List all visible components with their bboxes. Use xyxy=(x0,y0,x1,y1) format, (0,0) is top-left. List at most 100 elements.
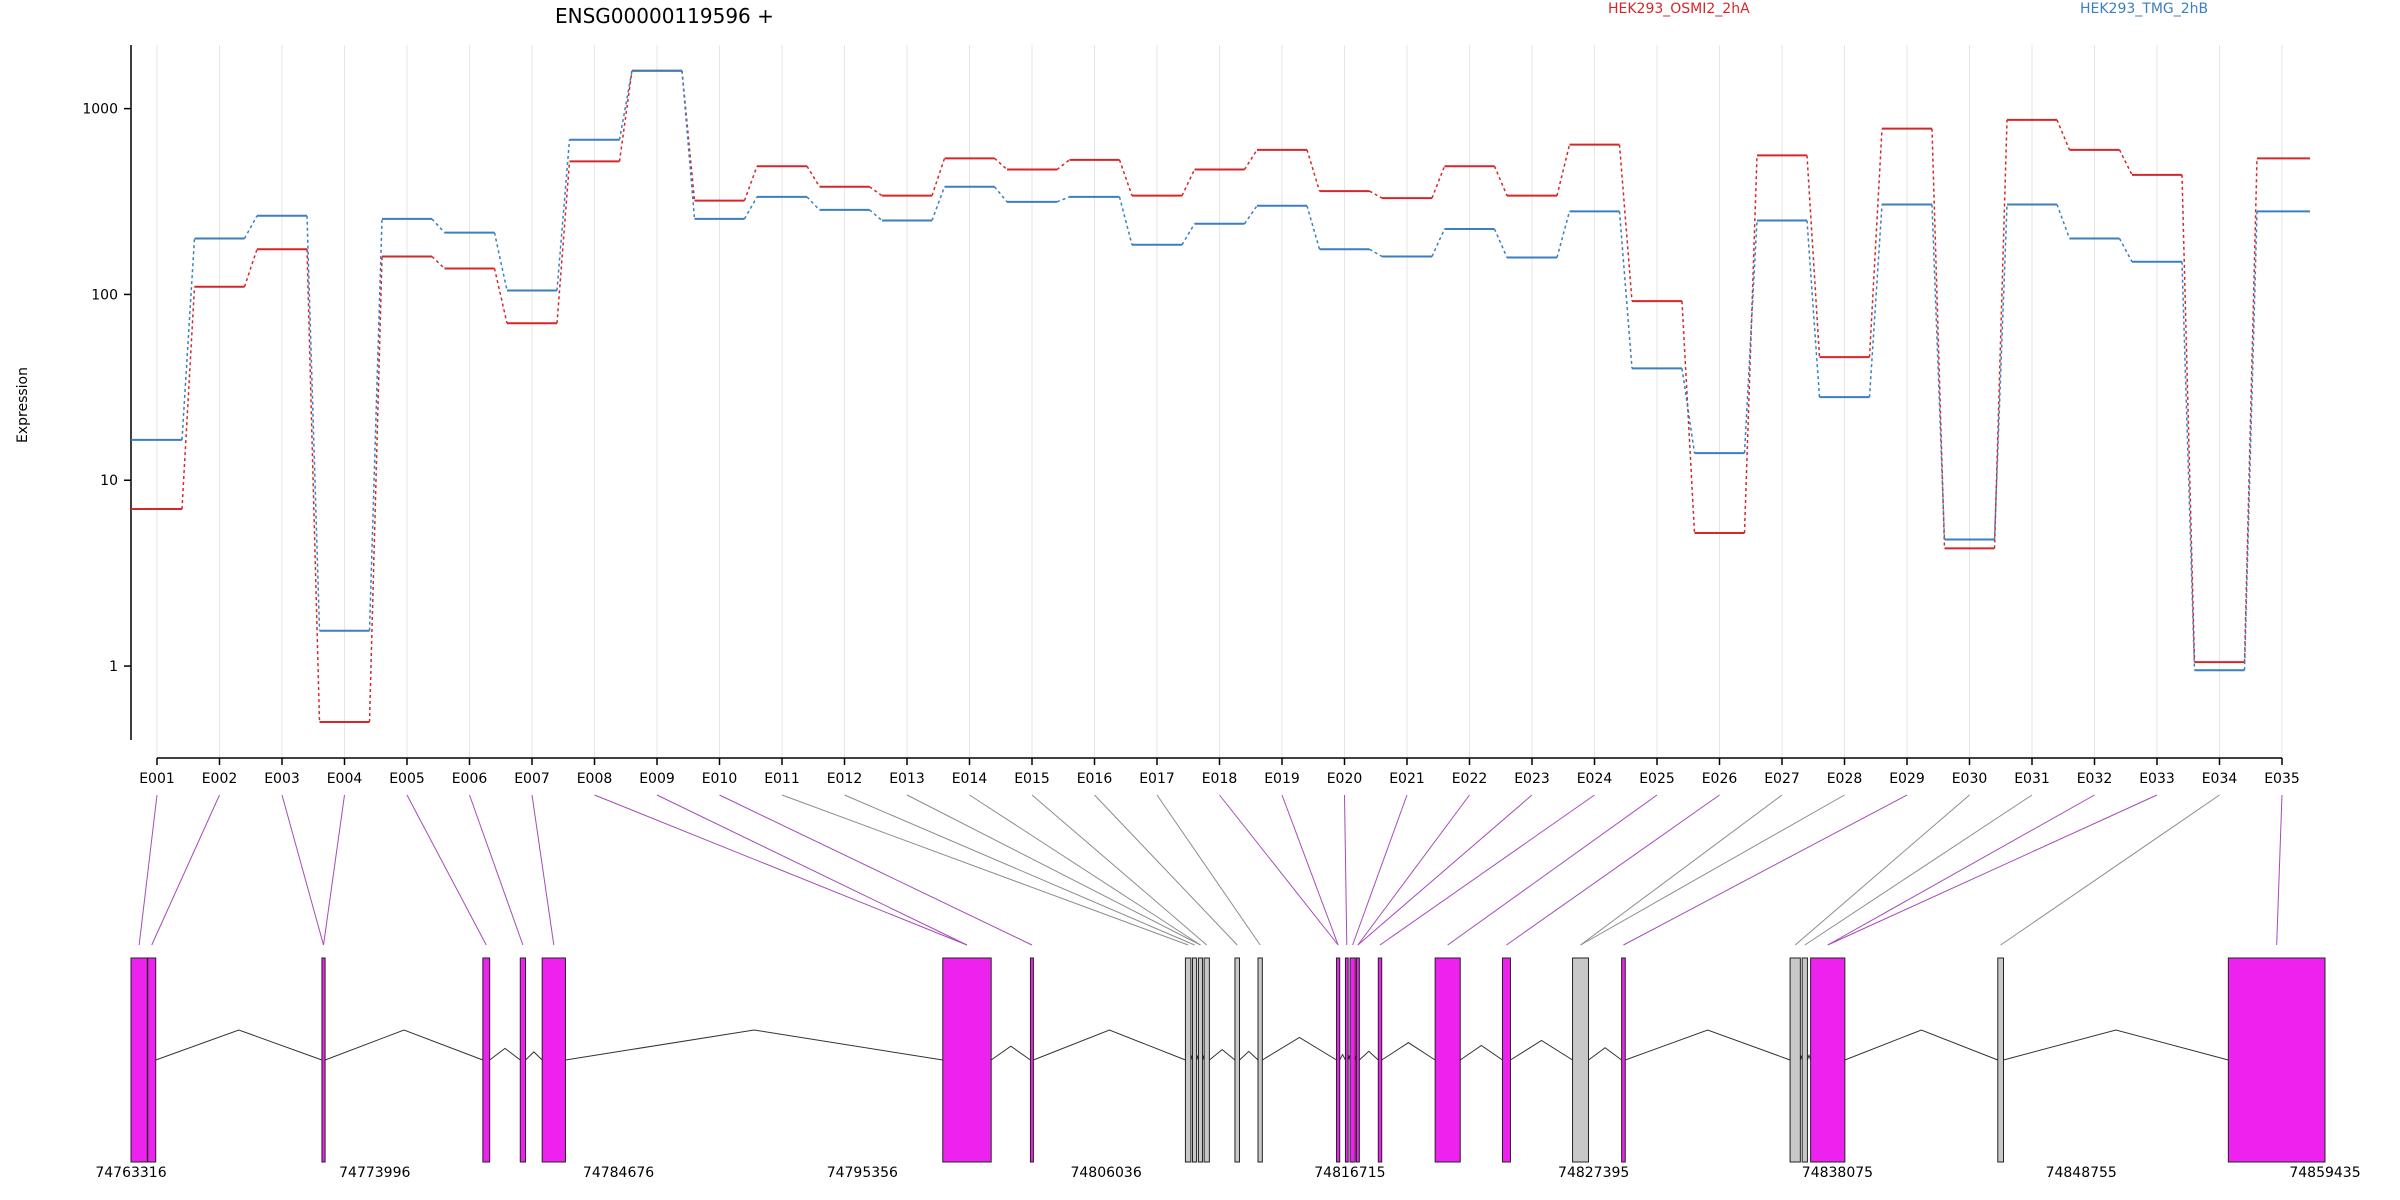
exon-connector-e009 xyxy=(656,794,968,946)
y-tick-label: 1 xyxy=(109,659,118,675)
step-connector xyxy=(869,186,883,197)
exon-connector-e030 xyxy=(1794,794,1970,946)
step-connector xyxy=(1181,223,1196,246)
step-connector xyxy=(181,286,196,510)
step-connector xyxy=(993,186,1008,203)
step-connector xyxy=(1556,144,1571,196)
step-connector xyxy=(1993,204,2008,540)
exon-connector-e033 xyxy=(1827,794,2158,946)
intron xyxy=(565,1029,943,1061)
step-connector xyxy=(1056,196,1070,203)
intron xyxy=(1033,1029,1186,1061)
exon xyxy=(1184,957,1192,1163)
step-connector xyxy=(743,165,758,201)
step-connector xyxy=(1743,220,1758,454)
x-tick-label-e017: E017 xyxy=(1139,771,1175,787)
step-connector xyxy=(306,215,321,631)
step-connector xyxy=(681,70,696,201)
coordinate-label: 74859435 xyxy=(2289,1165,2360,1181)
exon-connector-e025 xyxy=(1447,794,1658,946)
exon-connector-e021 xyxy=(1352,794,1408,946)
step-connector xyxy=(243,249,258,287)
x-tick-label-e027: E027 xyxy=(1764,771,1800,787)
step-connector xyxy=(493,232,508,291)
exon-connector-e004 xyxy=(323,794,345,946)
x-tick-label-e019: E019 xyxy=(1264,771,1300,787)
step-connector xyxy=(1931,128,1946,549)
exon-highlighted xyxy=(1810,957,1846,1163)
exon-connector-e028 xyxy=(1580,794,1845,946)
x-tick-label-e035: E035 xyxy=(2264,771,2300,787)
x-tick-label-e031: E031 xyxy=(2014,771,2050,787)
step-connector xyxy=(1618,144,1633,302)
exon-connector-e022 xyxy=(1357,794,1470,946)
gene-model: 74763316 74773996 74784676 74795356 74806036… xyxy=(95,794,2361,1181)
step-connector xyxy=(806,165,821,188)
intron xyxy=(990,1045,1031,1061)
exon-highlighted xyxy=(130,957,148,1163)
exon-highlighted xyxy=(1349,957,1356,1163)
step-connector xyxy=(2056,119,2071,151)
intron xyxy=(1239,1050,1259,1061)
exon-connector-e024 xyxy=(1379,794,1595,946)
exon-highlighted xyxy=(1501,957,1511,1163)
step-connector xyxy=(556,161,571,324)
exon-highlighted xyxy=(1434,957,1461,1163)
step-connector xyxy=(1493,228,1508,258)
step-connector xyxy=(368,256,383,723)
x-tick-label-e003: E003 xyxy=(264,771,300,787)
step-connector xyxy=(2181,261,2196,671)
exon xyxy=(1197,957,1204,1163)
x-tick-label-e015: E015 xyxy=(1014,771,1050,787)
step-connector xyxy=(1118,196,1133,245)
exon xyxy=(1572,957,1590,1163)
exon-connector-e015 xyxy=(1031,794,1208,946)
exon-connector-e011 xyxy=(781,794,1189,946)
x-tick-label-e024: E024 xyxy=(1577,771,1613,787)
exon xyxy=(1191,957,1198,1163)
exon-connector-e035 xyxy=(2276,794,2283,946)
exon-connector-e005 xyxy=(406,794,487,946)
step-connector xyxy=(1056,159,1070,171)
legend-entry-series-2: HEK293_TMG_2hB xyxy=(2080,1,2208,17)
intron xyxy=(1510,1039,1573,1061)
intron xyxy=(489,1047,521,1061)
intron xyxy=(2003,1029,2229,1061)
x-tick-label-e030: E030 xyxy=(1952,771,1988,787)
y-tick-label: 10 xyxy=(100,473,118,489)
exon-highlighted xyxy=(321,957,326,1163)
x-tick-label-e028: E028 xyxy=(1827,771,1863,787)
step-connector xyxy=(431,255,446,269)
x-tick-label-e006: E006 xyxy=(452,771,488,787)
coordinate-label: 74827395 xyxy=(1558,1165,1629,1181)
step-connector xyxy=(1243,205,1258,225)
intron xyxy=(1381,1042,1436,1061)
exon-connector-e016 xyxy=(1094,794,1238,946)
exon-connector-e017 xyxy=(1156,794,1261,946)
coordinate-label: 74773996 xyxy=(339,1165,410,1181)
coordinate-label: 74763316 xyxy=(95,1165,166,1181)
x-tick-label-e029: E029 xyxy=(1889,771,1925,787)
exon-connector-e031 xyxy=(1804,794,2033,946)
step-connector xyxy=(1868,204,1883,398)
exon-connector-e029 xyxy=(1623,794,1908,946)
legend-entry-series-1: HEK293_OSMI2_2hA xyxy=(1608,1,1750,17)
step-connector xyxy=(2181,174,2196,663)
x-tick-label-e014: E014 xyxy=(952,771,988,787)
step-connector xyxy=(931,158,946,196)
exon-highlighted xyxy=(1377,957,1383,1163)
step-connector xyxy=(1431,165,1446,199)
step-connector xyxy=(1306,149,1321,192)
x-tick-label-e034: E034 xyxy=(2202,771,2238,787)
x-tick-label-e025: E025 xyxy=(1639,771,1675,787)
intron xyxy=(155,1029,323,1061)
step-connector xyxy=(869,209,883,222)
exon-connector-e019 xyxy=(1281,794,1339,946)
exon-connector-e034 xyxy=(2000,794,2220,946)
intron xyxy=(1262,1036,1337,1061)
x-tick-label-e021: E021 xyxy=(1389,771,1425,787)
step-connector xyxy=(1181,169,1196,197)
x-tick-label-e005: E005 xyxy=(389,771,425,787)
coordinate-label: 74784676 xyxy=(583,1165,654,1181)
step-connector xyxy=(1806,155,1821,358)
